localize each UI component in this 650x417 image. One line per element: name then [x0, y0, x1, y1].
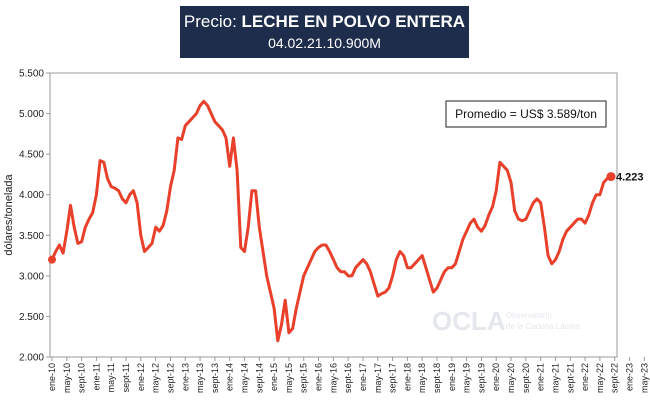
x-tick-label: may-17: [373, 363, 383, 393]
y-tick-label: 5.500: [19, 69, 44, 80]
x-tick-label: sept-10: [77, 363, 87, 393]
x-tick-label: sept-22: [610, 363, 620, 393]
x-tick-label: may-11: [106, 363, 116, 392]
x-tick-label: ene-21: [536, 363, 546, 391]
y-tick-label: 3.500: [19, 231, 44, 242]
x-tick-label: may-19: [462, 363, 472, 393]
y-tick-label: 5.000: [19, 109, 44, 120]
x-tick-label: may-13: [195, 363, 205, 393]
average-annotation: Promedio = US$ 3.589/ton: [445, 100, 607, 128]
x-tick-label: sept-15: [299, 363, 309, 393]
watermark-line2: de la Cadena Láctea: [506, 322, 580, 331]
x-tick-label: ene-15: [269, 363, 279, 391]
watermark-logo: OCLA: [432, 306, 506, 336]
series-line: [50, 99, 613, 343]
ocla-watermark: OCLA Observatorio de la Cadena Láctea: [432, 306, 580, 336]
x-tick-label: sept-13: [210, 363, 220, 393]
x-tick-label: sept-17: [388, 363, 398, 393]
x-tick-label: ene-20: [491, 363, 501, 391]
x-tick-label: may-22: [595, 363, 605, 393]
title-prefix: Precio:: [183, 12, 242, 31]
chart-title-box: Precio: LECHE EN POLVO ENTERA 04.02.21.1…: [180, 6, 469, 58]
x-tick-label: ene-19: [447, 363, 457, 391]
y-tick-label: 2.000: [19, 353, 44, 364]
series-group: [48, 99, 616, 343]
x-tick-label: may-15: [284, 363, 294, 393]
x-tick-label: sept-12: [165, 363, 175, 393]
y-axis-label: dólares/tonelada: [3, 173, 15, 255]
y-tick-label: 3.000: [19, 271, 44, 282]
x-tick-label: may-23: [639, 363, 649, 393]
x-tick-label: ene-12: [136, 363, 146, 391]
x-axis-ticks: ene-10 may-10 sept-10 ene-11 may-11 sept-11 en…: [47, 357, 649, 393]
x-tick-label: ene-13: [180, 363, 190, 391]
y-tick-label: 4.500: [19, 150, 44, 161]
x-tick-label: sept-20: [521, 363, 531, 393]
product-code: 04.02.21.10.900M: [268, 35, 381, 51]
watermark-line1: Observatorio: [506, 311, 552, 320]
first-point-marker: [48, 255, 56, 264]
x-tick-label: sept-18: [432, 363, 442, 393]
last-value-label: 4.223: [616, 172, 644, 184]
x-tick-label: ene-18: [402, 363, 412, 391]
x-tick-label: may-12: [151, 363, 161, 393]
x-tick-label: may-18: [417, 363, 427, 393]
x-tick-label: may-14: [240, 363, 250, 393]
x-tick-label: may-21: [550, 363, 560, 393]
x-tick-label: sept-11: [121, 363, 131, 392]
chart-title: Precio: LECHE EN POLVO ENTERA: [180, 11, 469, 33]
x-tick-label: ene-14: [225, 363, 235, 391]
x-tick-label: sept-16: [343, 363, 353, 393]
x-tick-label: sept-21: [565, 363, 575, 393]
x-tick-label: may-10: [62, 363, 72, 393]
y-tick-label: 2.500: [19, 312, 44, 323]
x-tick-label: ene-16: [314, 363, 324, 391]
y-axis-ticks: 2.000 2.500 3.000 3.500 4.000 4.500 5.000 5.500: [19, 69, 50, 364]
product-name: LECHE EN POLVO ENTERA: [241, 12, 466, 31]
x-tick-label: sept-14: [254, 363, 264, 393]
x-tick-label: ene-10: [47, 363, 57, 391]
x-tick-label: may-16: [328, 363, 338, 393]
x-tick-label: ene-11: [91, 363, 101, 390]
average-text: Promedio = US$ 3.589/ton: [455, 107, 597, 121]
last-point-marker: [606, 172, 616, 182]
x-tick-label: ene-17: [358, 363, 368, 391]
x-tick-label: sept-19: [476, 363, 486, 393]
x-tick-label: may-20: [506, 363, 516, 393]
x-tick-label: ene-22: [580, 363, 590, 391]
x-tick-label: ene-23: [625, 363, 635, 391]
y-tick-label: 4.000: [19, 190, 44, 201]
average-box: [445, 100, 607, 128]
